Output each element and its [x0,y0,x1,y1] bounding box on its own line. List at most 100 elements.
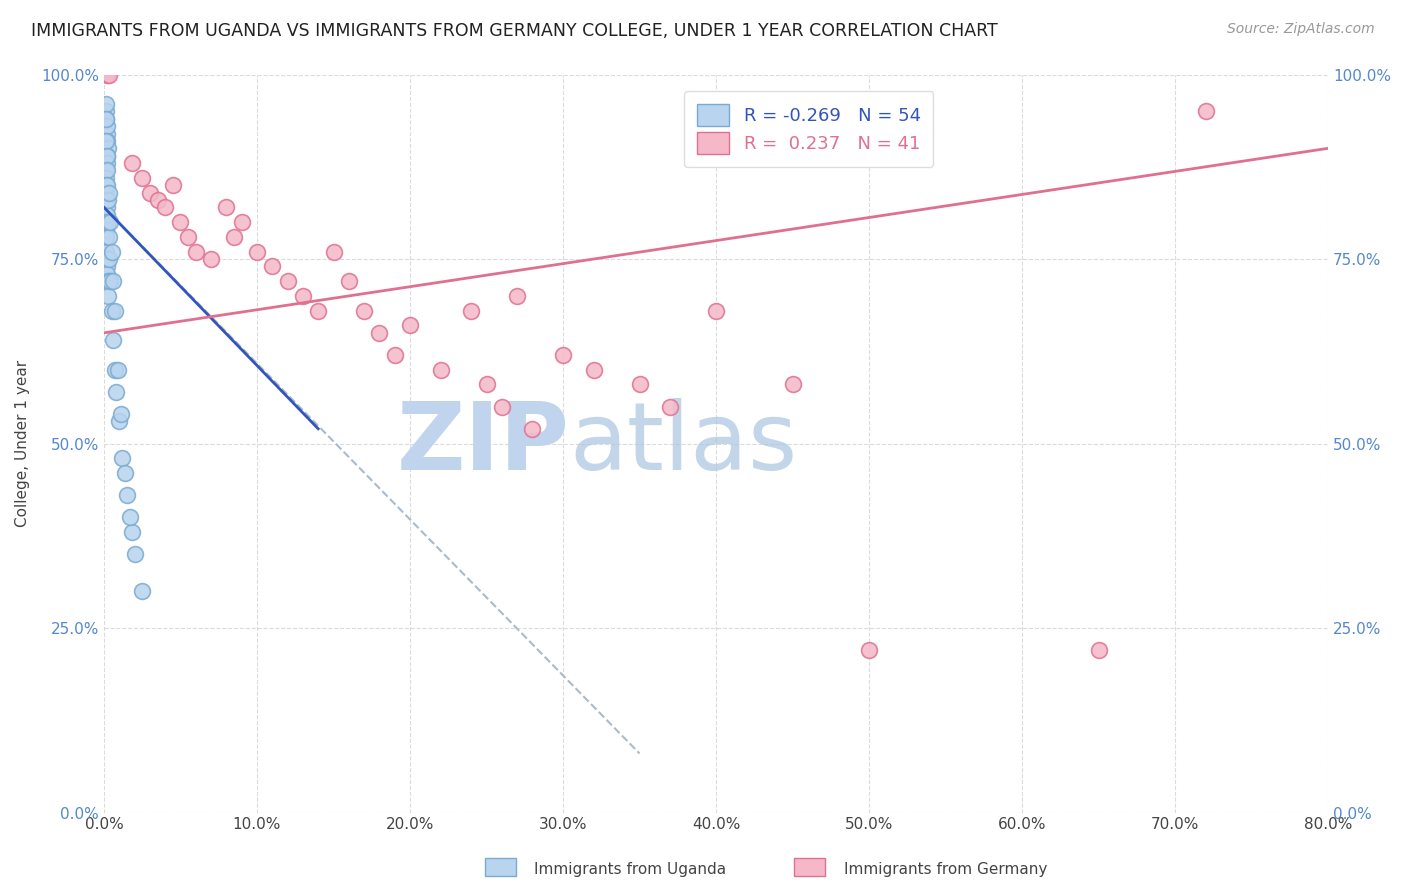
Point [97,274,120,288]
Point [96,260,118,274]
FancyBboxPatch shape [485,858,516,876]
Point [96,156,118,170]
Point [96,178,118,193]
Point [153,200,176,214]
Point [101,333,124,347]
Point [118,510,141,524]
Point [337,274,360,288]
Point [94,222,117,236]
Point [96,149,118,163]
Point [291,289,314,303]
Text: Immigrants from Germany: Immigrants from Germany [844,863,1047,877]
Point [460,303,482,318]
Point [94,97,117,112]
Point [101,274,124,288]
Point [231,215,253,229]
Point [96,186,118,200]
Point [353,303,375,318]
Point [97,230,120,244]
Point [96,193,118,207]
Point [506,289,529,303]
Point [105,384,128,399]
Point [704,303,727,318]
Text: IMMIGRANTS FROM UGANDA VS IMMIGRANTS FROM GERMANY COLLEGE, UNDER 1 YEAR CORRELAT: IMMIGRANTS FROM UGANDA VS IMMIGRANTS FRO… [31,22,998,40]
FancyBboxPatch shape [794,858,825,876]
Point [858,643,880,657]
Point [96,119,118,133]
Point [522,422,544,436]
Point [97,215,120,229]
Text: atlas: atlas [569,398,797,490]
Point [277,274,299,288]
Point [582,362,605,376]
Point [110,407,132,421]
Point [146,193,169,207]
Point [96,127,118,141]
Point [262,260,284,274]
Point [94,215,117,229]
Text: Source: ZipAtlas.com: Source: ZipAtlas.com [1227,22,1375,37]
Point [108,414,131,428]
Point [96,244,118,259]
Point [96,134,118,148]
Point [97,289,120,303]
Point [399,318,422,333]
Text: ZIP: ZIP [396,398,569,490]
Point [96,104,118,119]
Point [246,244,269,259]
Point [551,348,574,362]
Point [96,68,118,82]
Point [131,584,153,599]
Point [100,244,122,259]
Point [100,303,122,318]
Point [98,252,121,266]
Point [162,178,184,193]
Point [97,193,120,207]
Point [114,466,136,480]
Point [96,134,118,148]
Point [384,348,406,362]
Point [121,525,143,540]
Point [98,215,121,229]
Point [94,112,117,126]
Point [121,156,143,170]
Point [96,200,118,214]
Point [184,244,207,259]
Point [94,112,117,126]
Point [475,377,498,392]
Point [96,149,118,163]
Point [104,303,127,318]
Point [94,230,117,244]
Point [115,488,138,502]
Point [111,451,134,466]
Point [1195,104,1218,119]
Point [97,186,120,200]
Text: Immigrants from Uganda: Immigrants from Uganda [534,863,727,877]
Point [322,244,344,259]
Point [124,547,146,561]
Point [96,252,118,266]
Point [94,163,117,178]
Point [1087,643,1109,657]
Point [96,163,118,178]
Y-axis label: College, Under 1 year: College, Under 1 year [15,360,30,527]
Point [96,208,118,222]
Point [491,400,513,414]
Point [131,170,153,185]
Point [104,362,127,376]
Point [97,141,120,155]
Point [782,377,804,392]
Point [98,274,121,288]
Point [94,178,117,193]
Point [177,230,200,244]
Point [200,252,222,266]
Point [96,267,118,281]
Point [215,200,238,214]
Point [139,186,162,200]
Point [368,326,391,340]
Point [97,68,120,82]
Point [659,400,682,414]
Point [307,303,329,318]
Point [94,170,117,185]
Point [107,362,129,376]
